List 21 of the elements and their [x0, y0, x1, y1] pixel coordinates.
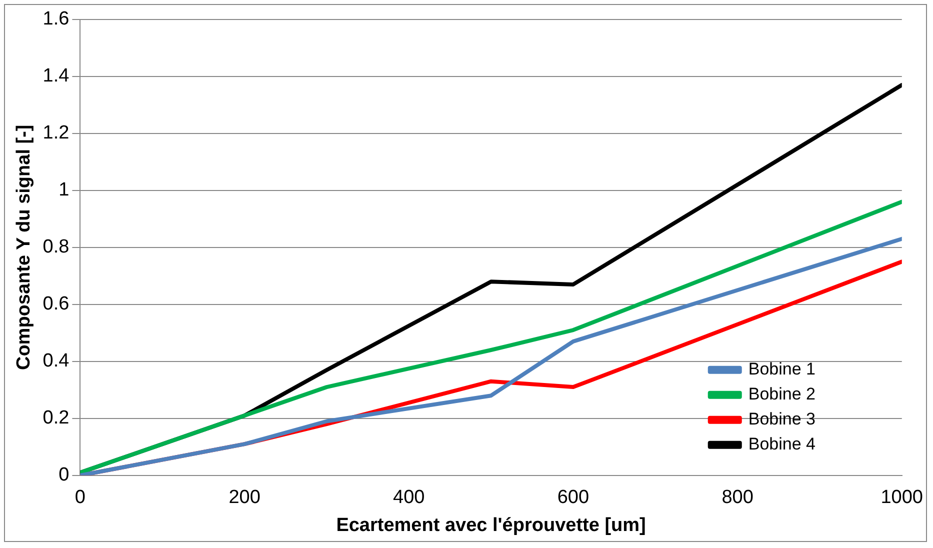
y-tick-label: 0.6	[42, 294, 70, 315]
y-tick-label: 1.2	[42, 122, 70, 144]
legend-label: Bobine 1	[748, 360, 816, 379]
y-tick-label: 1.6	[42, 8, 70, 30]
x-tick-label: 1000	[880, 487, 924, 508]
y-tick-label: 1	[58, 180, 70, 201]
y-tick-label: 0.2	[42, 408, 70, 429]
y-axis-title: Composante Y du signal [-]	[14, 124, 35, 370]
x-tick-label: 800	[722, 487, 754, 508]
y-tick-label: 1.4	[42, 66, 70, 87]
legend-label: Bobine 4	[748, 434, 816, 454]
x-axis-title: Ecartement avec l'éprouvette [um]	[336, 514, 646, 536]
y-tick-label: 0.4	[42, 350, 70, 372]
x-tick-label: 200	[228, 487, 260, 508]
legend-label: Bobine 2	[748, 384, 816, 404]
legend-label: Bobine 3	[748, 410, 816, 429]
x-tick-label: 400	[393, 487, 425, 508]
x-tick-label: 600	[557, 487, 590, 508]
x-tick-label: 0	[74, 487, 86, 508]
y-tick-label: 0	[58, 464, 70, 486]
y-tick-label: 0.8	[42, 236, 70, 258]
